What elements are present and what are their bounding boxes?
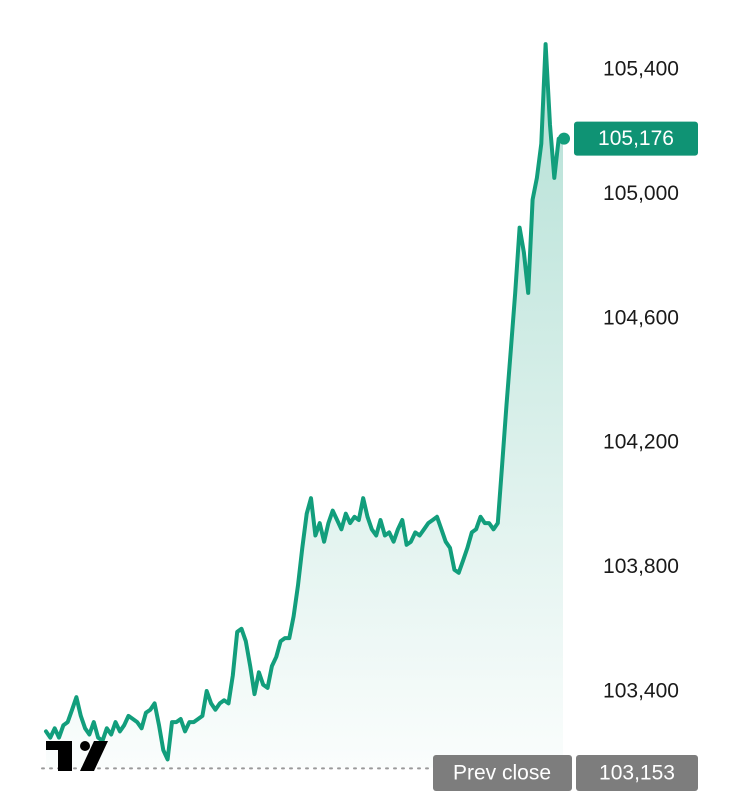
prev-close-value: 103,153 [599, 762, 675, 785]
y-tick-label: 105,000 [603, 182, 679, 205]
y-tick-label: 104,200 [603, 431, 679, 454]
prev-close-value-background [576, 755, 698, 791]
last-price-badge-background [574, 121, 698, 156]
price-area-fill [46, 44, 563, 768]
tradingview-logo-icon [46, 741, 108, 771]
plot-area [41, 42, 570, 770]
y-axis: 105,400 105,000 104,600 104,200 103,800 103,4… [603, 58, 679, 703]
prev-close-name: Prev close [453, 762, 551, 785]
prev-close-badge: Prev close 103,153 [433, 755, 698, 791]
y-tick-label: 103,800 [603, 555, 679, 578]
last-price-point [558, 132, 570, 145]
y-tick-label: 103,400 [603, 680, 679, 703]
price-series-line [44, 42, 565, 762]
y-tick-label: 105,400 [603, 58, 679, 81]
last-price-badge: 105,176 [574, 121, 698, 156]
prev-close-name-background [433, 755, 572, 791]
y-tick-label: 104,600 [603, 306, 679, 329]
last-price-label: 105,176 [598, 127, 674, 150]
